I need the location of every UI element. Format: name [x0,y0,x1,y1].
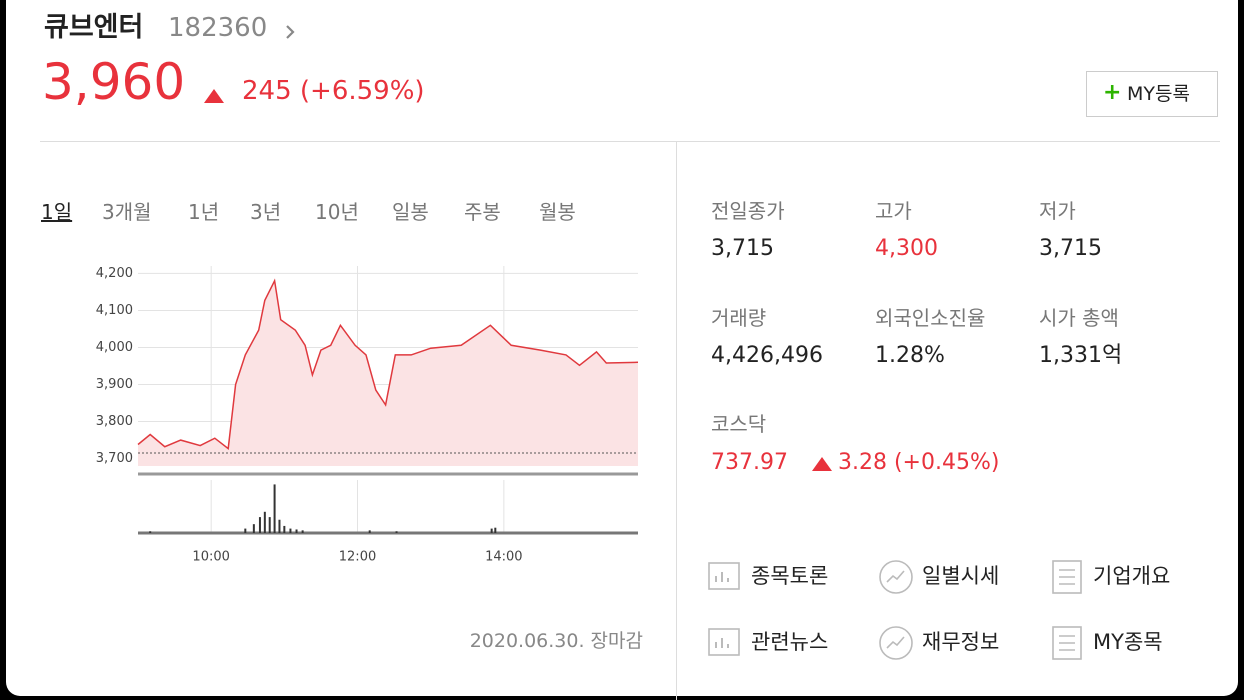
volume-bar [268,517,271,533]
volume-bar [490,528,493,533]
link-icon[interactable] [877,624,915,662]
divider [40,141,1220,142]
date-note: 2020.06.30. 장마감 [469,630,643,652]
volume-bar [368,530,371,533]
stock-name: 큐브엔터 [44,12,144,43]
volume-bar [149,531,152,533]
stat-label: 고가 [875,199,912,223]
plus-icon: + [1103,80,1122,105]
stat-value: 3,715 [711,236,774,261]
link-icon[interactable] [706,624,744,662]
stat-label: 전일종가 [711,199,785,223]
y-tick-label: 3,700 [96,451,133,466]
price: 3,960 [42,53,186,111]
tab[interactable]: 월봉 [539,200,576,224]
y-tick-label: 3,800 [96,414,133,429]
index-value: 737.97 [711,450,788,475]
link[interactable]: MY종목 [1093,630,1163,654]
link[interactable]: 기업개요 [1093,564,1171,588]
x-tick-label: 14:00 [485,550,522,565]
stat-value: 1,331억 [1039,343,1123,368]
link[interactable]: 재무정보 [922,630,1000,654]
stat-label: 거래량 [711,306,767,330]
volume-bar [278,519,281,533]
tab[interactable]: 1년 [188,200,220,224]
stat-value: 4,300 [875,236,938,261]
stat-value: 3,715 [1039,236,1102,261]
y-tick-label: 4,100 [96,303,133,318]
tab[interactable]: 10년 [315,200,359,224]
volume-bar [494,527,497,533]
stock-code[interactable]: 182360 [168,13,268,43]
my-button-label: MY등록 [1127,83,1190,105]
volume-bar [289,528,292,533]
area [138,280,638,466]
price-change: 245 (+6.59%) [242,76,425,106]
tab[interactable]: 3년 [250,200,282,224]
x-tick-label: 10:00 [192,550,229,565]
volume-bar [295,529,298,533]
volume-bar [273,484,276,533]
my-button[interactable]: + MY등록 [1086,71,1218,117]
stat-value: 4,426,496 [711,343,823,368]
y-tick-label: 4,200 [96,266,133,281]
link[interactable]: 종목토론 [751,564,829,588]
volume-bar [283,525,286,533]
stat-value: 1.28% [875,343,945,368]
chevron[interactable] [284,24,296,40]
volume-bar [301,530,304,533]
up-arrow [812,457,832,471]
index-name: 코스닥 [711,412,767,436]
link[interactable]: 관련뉴스 [751,630,829,654]
x-tick-label: 12:00 [339,550,376,565]
tab[interactable]: 3개월 [102,200,152,224]
volume-bar [244,528,247,533]
up-arrow [204,89,224,103]
price-line [137,278,639,451]
volume-bar [252,524,255,533]
y-tick-label: 3,900 [96,377,133,392]
stat-label: 시가 총액 [1039,306,1119,330]
stat-label: 외국인소진율 [875,306,986,330]
link-icon[interactable] [706,558,744,596]
link[interactable]: 일별시세 [922,564,1000,588]
tab[interactable]: 1일 [41,200,73,224]
stat-label: 저가 [1039,199,1076,223]
link-icon[interactable] [1048,624,1086,662]
link-icon[interactable] [877,558,915,596]
index-change: 3.28 (+0.45%) [838,450,1000,475]
volume-bar [258,517,261,533]
chart: 3,700 3,800 3,900 4,000 4,100 4,200 10:00 12:00… [96,266,639,565]
tab[interactable]: 주봉 [464,200,501,224]
link-icon[interactable] [1048,558,1086,596]
tab[interactable]: 일봉 [392,200,429,224]
volume-bar [263,511,266,533]
divider [676,141,677,700]
y-tick-label: 4,000 [96,340,133,355]
volume-bar [395,531,398,533]
